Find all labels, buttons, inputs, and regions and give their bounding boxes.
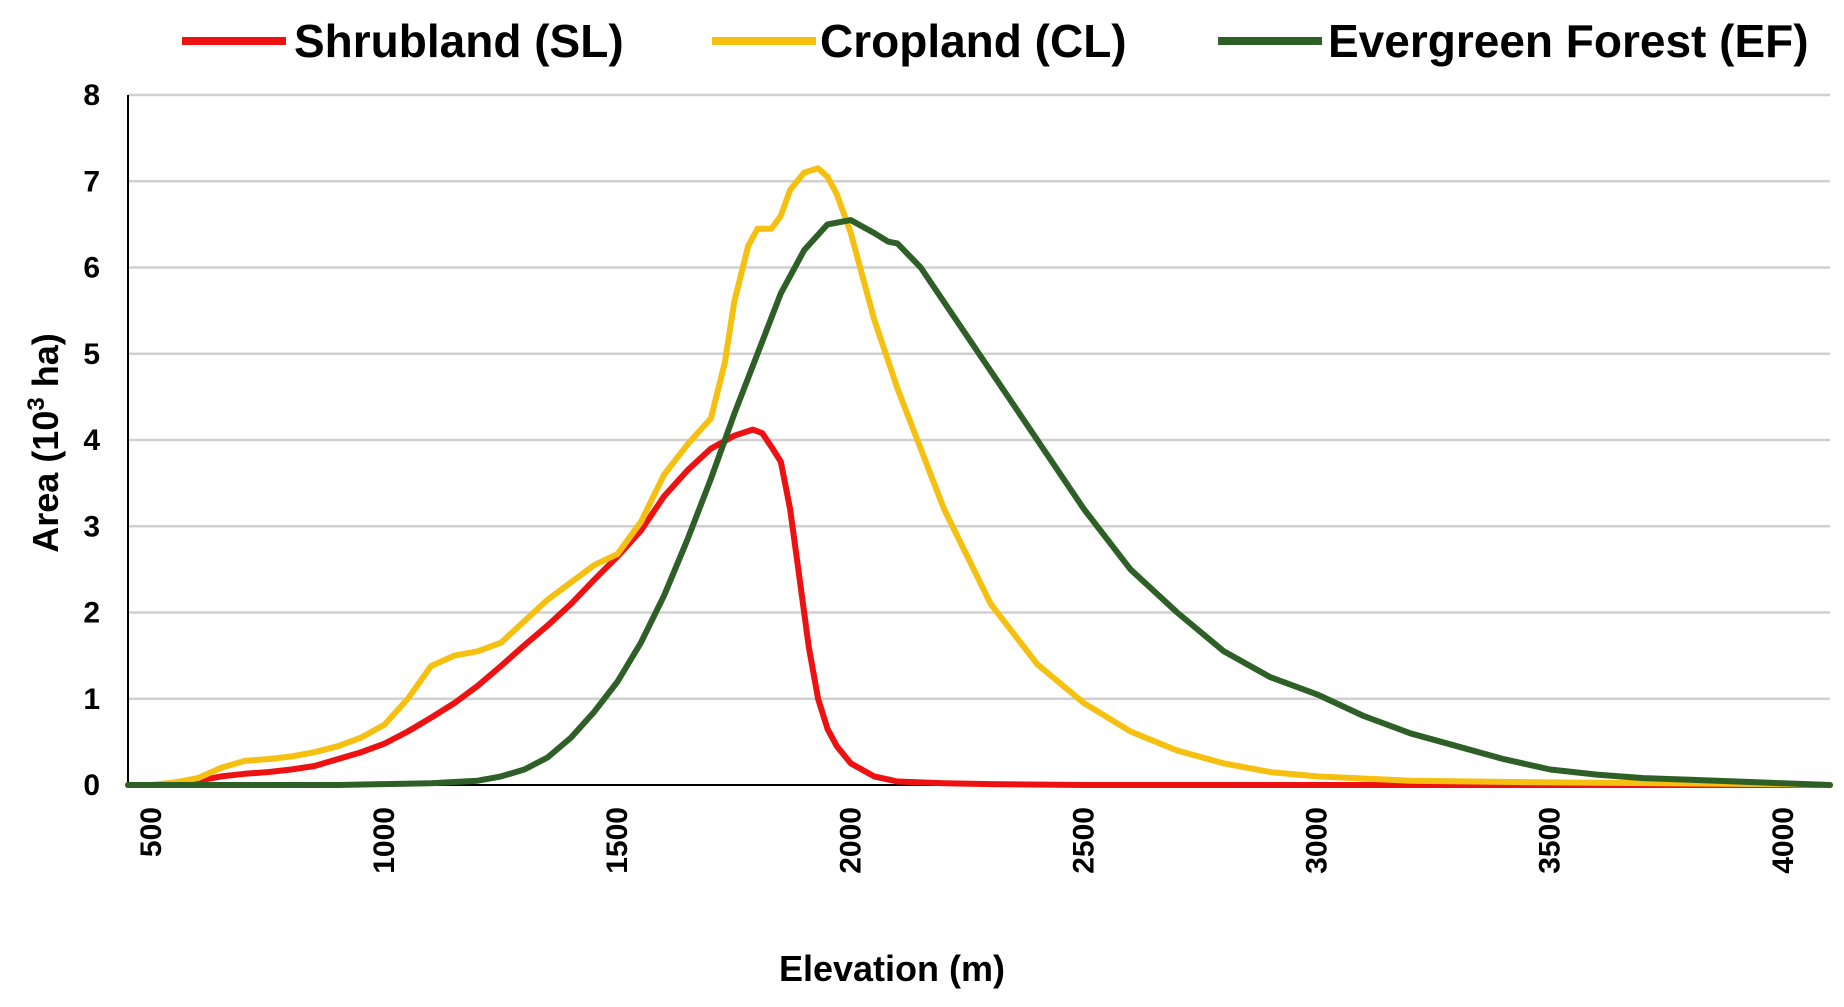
legend-label-cropland: Cropland (CL) [820,15,1127,67]
y-axis-title-superscript: 3 [23,397,50,410]
y-tick-label: 8 [83,79,100,112]
legend-label-shrubland: Shrubland (SL) [294,15,624,67]
legend-label-evergreen-forest: Evergreen Forest (EF) [1328,15,1809,67]
x-tick-label: 500 [135,807,168,857]
y-tick-label: 4 [83,424,100,457]
x-tick-label: 2500 [1067,807,1100,874]
x-tick-label: 3000 [1301,807,1334,874]
x-tick-label: 1000 [368,807,401,874]
x-axis-ticks: 500 1000 1500 2000 2500 3000 3500 4000 [135,807,1800,874]
y-axis-title: Area (103 ha) [23,333,66,552]
series-line-cropland [125,165,1833,788]
series-line-evergreen-forest [125,217,1833,788]
y-tick-label: 1 [83,683,100,716]
y-tick-label: 3 [83,510,100,543]
x-tick-label: 3500 [1534,807,1567,874]
gridlines [127,93,1830,786]
y-tick-label: 7 [83,165,100,198]
y-tick-label: 0 [83,769,100,802]
x-axis-title: Elevation (m) [779,948,1005,989]
x-tick-label: 1500 [601,807,634,874]
y-axis-ticks: 0 1 2 3 4 5 6 7 8 [83,79,100,802]
legend: Shrubland (SL) Cropland (CL) Evergreen F… [182,15,1809,67]
x-tick-label: 4000 [1767,807,1800,874]
x-tick-label: 2000 [834,807,867,874]
series-line-shrubland [125,426,1833,788]
y-tick-label: 2 [83,597,100,630]
y-tick-label: 6 [83,252,100,285]
plot-series [125,165,1833,788]
y-tick-label: 5 [83,338,100,371]
